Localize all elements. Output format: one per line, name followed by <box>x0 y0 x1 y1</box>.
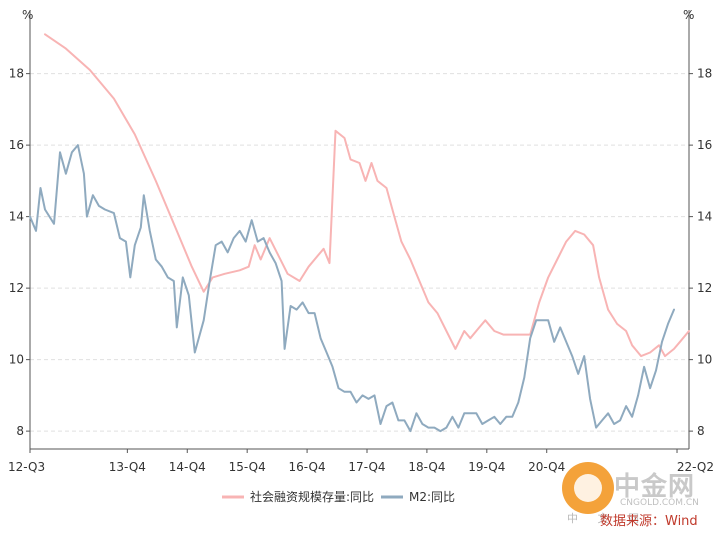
data-source-label: 数据来源：Wind <box>600 514 698 529</box>
series-line-0 <box>44 33 690 358</box>
y-tick-right: 14 <box>697 210 712 224</box>
series-line-1 <box>29 144 675 433</box>
y-tick-right: 10 <box>697 353 712 367</box>
y-tick-left: 14 <box>9 210 24 224</box>
series-lines <box>29 33 690 433</box>
y-tick-left: 8 <box>16 424 24 438</box>
x-tick-label: 17-Q4 <box>348 460 385 474</box>
y-tick-left: 12 <box>9 281 24 295</box>
watermark-logo-icon <box>562 462 614 514</box>
left-unit-label: % <box>22 8 33 22</box>
y-tick-left: 18 <box>9 67 24 81</box>
legend-label-1: M2:同比 <box>409 490 455 504</box>
x-tick-label: 12-Q3 <box>8 460 45 474</box>
legend-label-0: 社会融资规模存量:同比 <box>250 489 374 504</box>
y-tick-right: 18 <box>697 67 712 81</box>
x-tick-label: 18-Q4 <box>408 460 445 474</box>
y-tick-right: 16 <box>697 138 712 152</box>
watermark-name: 中金网 <box>614 472 696 502</box>
watermark-url: CNGOLD.COM.CN <box>620 498 699 508</box>
legend: 社会融资规模存量:同比 M2:同比 <box>222 489 455 504</box>
watermark-subtitle: 中 文 网 <box>567 512 647 525</box>
y-tick-left: 10 <box>9 353 24 367</box>
x-tick-label: 13-Q4 <box>109 460 146 474</box>
y-tick-right: 8 <box>697 424 705 438</box>
x-tick-label: 22-Q2 <box>677 460 714 474</box>
x-tick-label: 19-Q4 <box>468 460 505 474</box>
y-tick-right: 12 <box>697 281 712 295</box>
x-tick-label: 14-Q4 <box>169 460 206 474</box>
axes <box>26 10 693 453</box>
x-tick-label: 16-Q4 <box>289 460 326 474</box>
y-tick-left: 16 <box>9 138 24 152</box>
gridlines <box>30 73 689 432</box>
tick-labels: 8 8 10 10 12 12 14 14 16 16 18 18 12-Q3 13-Q4 14-Q4 15-… <box>8 67 714 474</box>
x-tick-label: 20-Q4 <box>528 460 565 474</box>
x-tick-label: 15-Q4 <box>229 460 266 474</box>
